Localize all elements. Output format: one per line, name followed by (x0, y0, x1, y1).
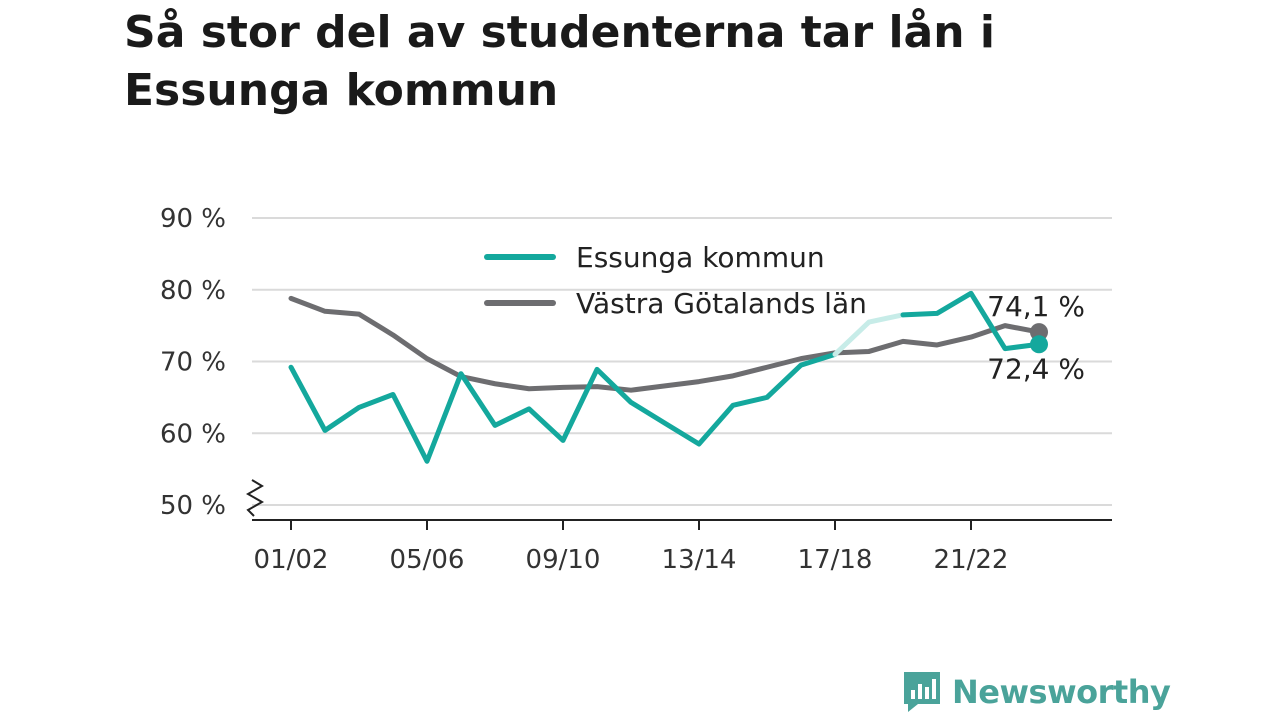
x-tick-label: 17/18 (798, 545, 873, 575)
legend-label-vastra-gotaland: Västra Götalands län (576, 287, 867, 320)
x-tick-label: 21/22 (934, 545, 1009, 575)
gridlines (252, 217, 1112, 506)
end-point-essunga (1030, 335, 1048, 354)
legend-label-essunga: Essunga kommun (576, 241, 825, 274)
y-tick-label: 90 % (160, 204, 226, 234)
axis-break-icon (245, 479, 265, 517)
y-tick-label: 50 % (160, 491, 226, 521)
brand-name: Newsworthy (952, 673, 1171, 711)
newsworthy-chart-bubble-icon (904, 672, 940, 712)
series-line-essunga (288, 351, 838, 464)
y-tick-label: 70 % (160, 348, 226, 378)
y-tick-label: 60 % (160, 419, 226, 449)
series-lines (288, 290, 1048, 464)
legend: Essunga kommun Västra Götalands län (484, 241, 867, 320)
end-label-essunga: 72,4 % (987, 352, 1085, 385)
x-axis: 01/02 05/06 09/10 13/14 17/18 21/22 (252, 519, 1112, 575)
x-tick-label: 13/14 (662, 545, 737, 575)
series-line-essunga-faded (832, 312, 906, 357)
x-tick-label: 09/10 (526, 545, 601, 575)
x-tick-label: 05/06 (390, 545, 465, 575)
end-labels: 74,1 % 72,4 % (987, 290, 1085, 385)
y-tick-label: 80 % (160, 276, 226, 306)
chart-title: Så stor del av studenterna tar lån i Ess… (124, 7, 995, 116)
y-axis: 50 % 60 % 70 % 80 % 90 % (160, 204, 265, 521)
series-line-essunga-end (900, 290, 1042, 352)
end-label-vastra-gotaland: 74,1 % (987, 290, 1085, 323)
x-tick-label: 01/02 (254, 545, 329, 575)
series-line-vastra-gotaland (288, 295, 1042, 393)
brand-logo: Newsworthy (902, 670, 1171, 714)
